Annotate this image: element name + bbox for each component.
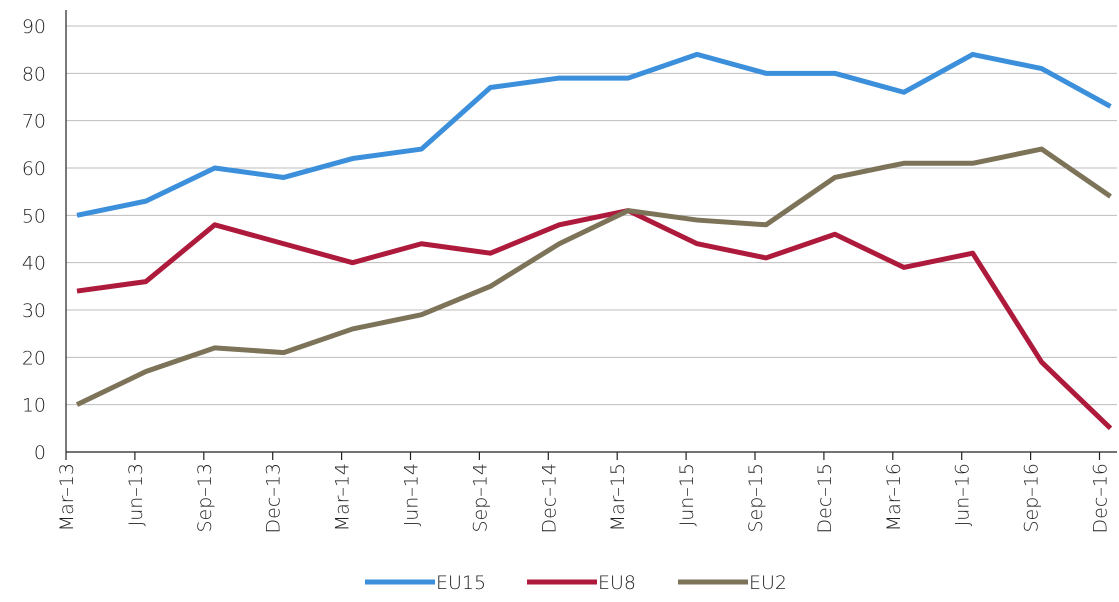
y-tick-label: 60 [22, 158, 46, 180]
y-tick-label: 70 [22, 111, 46, 133]
series-line [76, 51, 1112, 218]
y-tick-label: 30 [22, 300, 46, 322]
x-tick-label: Mar–16 [883, 463, 905, 531]
y-tick-label: 80 [22, 63, 46, 85]
x-tick-label: Jun–16 [952, 463, 974, 526]
x-tick-label: Mar–15 [607, 463, 629, 531]
x-tick-label: Mar–14 [332, 463, 354, 531]
x-tick-label: Dec–15 [814, 463, 836, 533]
x-tick-label: Sep–14 [469, 463, 491, 533]
legend-label: EU15 [436, 572, 486, 594]
x-tick-label: Jun–13 [125, 463, 147, 526]
x-tick-label: Mar–13 [56, 463, 78, 531]
series-line [76, 208, 1113, 431]
y-tick-label: 40 [22, 253, 46, 275]
x-tick-label: Sep–15 [745, 463, 767, 533]
x-tick-label: Jun–15 [676, 463, 698, 526]
x-tick-label: Jun–14 [401, 463, 423, 526]
x-tick-label: Dec–14 [538, 463, 560, 533]
series-line [75, 146, 1112, 407]
legend-label: EU2 [749, 572, 787, 594]
y-tick-label: 90 [22, 16, 46, 38]
y-tick-label: 0 [34, 442, 46, 464]
legend-label: EU8 [598, 572, 636, 594]
x-tick-label: Sep–16 [1021, 463, 1043, 533]
y-tick-label: 50 [22, 205, 46, 227]
y-tick-label: 20 [22, 347, 46, 369]
x-tick-label: Dec–16 [1090, 463, 1112, 533]
x-tick-label: Sep–13 [194, 463, 216, 533]
x-tick-label: Dec–13 [263, 463, 285, 533]
y-tick-label: 10 [22, 395, 46, 417]
